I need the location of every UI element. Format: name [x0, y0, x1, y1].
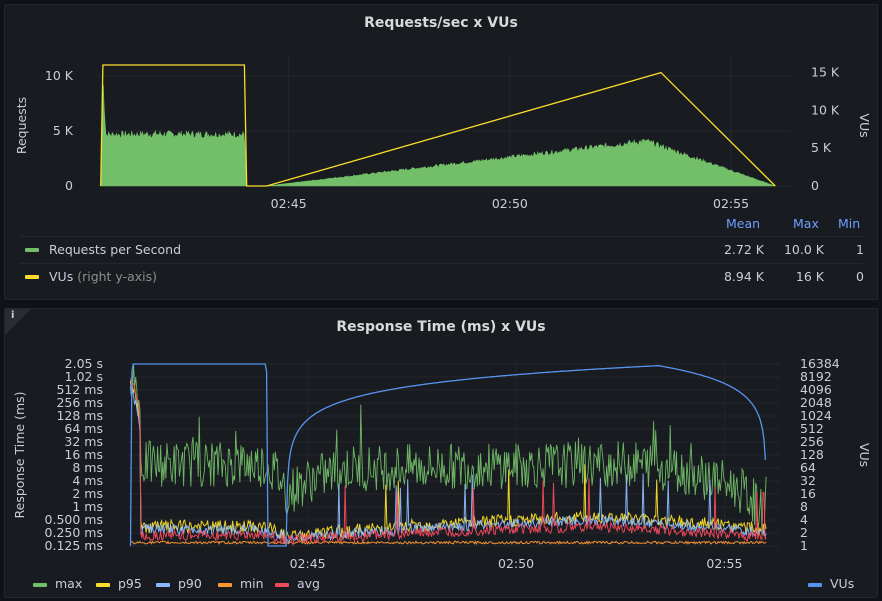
y2-tick-label: 4096	[800, 382, 832, 397]
x-tick-label: 02:50	[492, 196, 528, 211]
y2-tick-label: 16384	[800, 356, 840, 371]
y-axis-label: Response Time (ms)	[12, 391, 27, 518]
min-series-line	[130, 540, 767, 546]
y2-axis-label: VUs	[857, 443, 872, 467]
y2-tick-label: 2048	[800, 395, 832, 410]
legend-name: Requests per Second	[49, 242, 182, 257]
legend-item-min[interactable]: min	[218, 576, 264, 591]
legend-swatch	[25, 248, 39, 252]
y-tick-label: 1 ms	[72, 499, 103, 514]
legend-swatch	[96, 582, 110, 587]
info-icon[interactable]: i	[5, 309, 31, 335]
y-tick-label: 128 ms	[56, 408, 103, 423]
y-tick-label: 16 ms	[64, 447, 103, 462]
legend-name-suffix: (right y-axis)	[77, 269, 158, 284]
y-axis-label: Requests	[14, 97, 29, 154]
y-tick-label: 256 ms	[56, 395, 103, 410]
rps-series-area	[100, 84, 776, 187]
legend-swatch	[275, 582, 289, 587]
y-tick-label: 2.05 s	[65, 356, 103, 371]
y2-tick-label: 512	[800, 421, 824, 436]
legend-header-max: Max	[793, 216, 819, 231]
legend-min: 0	[856, 269, 864, 284]
y-tick-label: 512 ms	[56, 382, 103, 397]
y2-tick-label: 10 K	[811, 102, 840, 117]
y-tick-label: 2 ms	[72, 486, 103, 501]
y2-tick-label: 15 K	[811, 65, 840, 80]
y2-tick-label: 5 K	[811, 140, 832, 155]
y-tick-label: 0.250 ms	[45, 525, 103, 540]
legend-header-min: Min	[838, 216, 861, 231]
panel-title: Requests/sec x VUs	[364, 15, 518, 31]
legend-swatch	[33, 582, 47, 587]
legend-item-max[interactable]: max	[33, 576, 82, 591]
y-tick-label: 32 ms	[64, 434, 103, 449]
legend-mean: 8.94 K	[723, 269, 764, 284]
max-series-line	[130, 364, 767, 537]
legend-label: p95	[118, 576, 142, 591]
y-tick-label: 1.02 s	[65, 369, 103, 384]
legend-min: 1	[856, 242, 864, 257]
y-tick-label: 8 ms	[72, 460, 103, 475]
y2-tick-label: 2	[800, 525, 808, 540]
legend-name: VUs	[49, 269, 74, 284]
y2-tick-label: 4	[800, 512, 808, 527]
avg-series-line	[130, 377, 767, 547]
legend-label: VUs	[830, 576, 855, 591]
legend-item-avg[interactable]: avg	[275, 576, 320, 591]
p90-series-line	[130, 386, 767, 545]
y2-tick-label: 1024	[800, 408, 832, 423]
legend-swatch	[156, 582, 170, 587]
legend-header-mean: Mean	[726, 216, 761, 231]
y2-tick-label: 256	[800, 434, 824, 449]
legend-label: max	[55, 576, 83, 591]
y-tick-label: 0.125 ms	[45, 538, 103, 553]
vus-series-line	[100, 64, 776, 187]
x-tick-label: 02:55	[713, 196, 749, 211]
x-tick-label: 02:55	[706, 556, 742, 571]
legend-row-vus[interactable]: VUs (right y-axis) 8.94 K 16 K 0	[19, 263, 864, 290]
y-tick-label: 0	[65, 178, 73, 193]
response-time-panel: i Response Time (ms) x VUs	[4, 308, 878, 598]
x-tick-label: 02:50	[498, 556, 534, 571]
y2-tick-label: 1	[800, 538, 808, 553]
y2-tick-label: 32	[800, 473, 816, 488]
y2-tick-label: 128	[800, 447, 824, 462]
legend-label: min	[240, 576, 264, 591]
legend-max: 10.0 K	[783, 242, 824, 257]
y-tick-label: 5 K	[53, 123, 74, 138]
legend-swatch	[25, 275, 39, 279]
y2-tick-label: 8192	[800, 369, 832, 384]
vus-series-line	[129, 363, 767, 547]
y2-tick-label: 64	[800, 460, 816, 475]
legend-mean: 2.72 K	[723, 242, 764, 257]
y-tick-label: 10 K	[45, 68, 74, 83]
y-tick-label: 4 ms	[72, 473, 103, 488]
legend-swatch	[218, 582, 232, 587]
legend-name-wrap: VUs (right y-axis)	[49, 269, 157, 284]
legend-label: avg	[297, 576, 320, 591]
y-tick-label: 64 ms	[64, 421, 103, 436]
y2-tick-label: 8	[800, 499, 808, 514]
legend-row-rps[interactable]: Requests per Second 2.72 K 10.0 K 1	[19, 236, 864, 263]
legend-item-p95[interactable]: p95	[96, 576, 142, 591]
y2-axis-label: VUs	[857, 113, 872, 137]
legend-item-VUs[interactable]: VUs	[808, 576, 854, 591]
legend-swatch	[808, 582, 822, 587]
y-tick-label: 0.500 ms	[45, 512, 103, 527]
panel-title: Response Time (ms) x VUs	[336, 319, 546, 335]
x-tick-label: 02:45	[290, 556, 326, 571]
legend-max: 16 K	[795, 269, 824, 284]
y2-tick-label: 16	[800, 486, 816, 501]
legend-item-p90[interactable]: p90	[156, 576, 202, 591]
x-tick-label: 02:45	[271, 196, 307, 211]
legend-label: p90	[178, 576, 202, 591]
y2-tick-label: 0	[811, 178, 819, 193]
